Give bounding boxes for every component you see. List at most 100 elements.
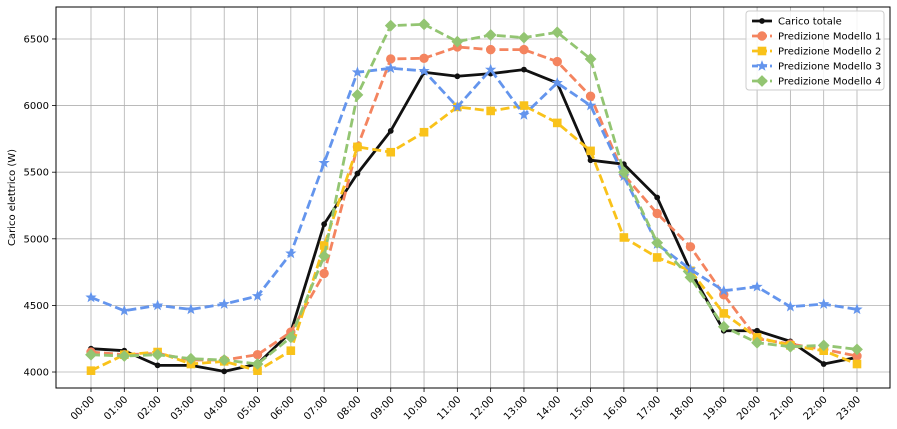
data-point <box>652 208 662 219</box>
data-point <box>419 53 429 63</box>
data-point <box>651 236 664 249</box>
series-line <box>90 45 858 362</box>
data-point <box>818 298 830 309</box>
data-point <box>118 304 130 316</box>
y-tick-label: 6500 <box>24 34 49 45</box>
data-point <box>518 108 530 120</box>
series-layer <box>85 18 863 375</box>
data-point <box>817 339 830 352</box>
data-point <box>754 327 760 334</box>
data-point <box>351 66 364 78</box>
data-point <box>584 99 597 111</box>
data-point <box>151 299 164 311</box>
data-point <box>684 263 697 275</box>
y-axis: 4000 4500 5000 5500 6000 6500 <box>24 34 56 379</box>
legend-marker <box>757 31 767 41</box>
data-point <box>385 62 397 74</box>
data-point <box>717 320 730 333</box>
data-point <box>319 268 329 279</box>
data-point <box>451 100 463 112</box>
data-point <box>852 359 862 369</box>
series-line <box>90 68 858 373</box>
legend-marker <box>757 46 767 56</box>
data-point <box>151 348 164 361</box>
y-tick-label: 5000 <box>24 234 49 245</box>
series-4 <box>85 62 863 316</box>
data-point <box>820 361 827 367</box>
series-5 <box>85 18 863 370</box>
data-point <box>851 303 863 315</box>
data-point <box>384 19 397 32</box>
data-point <box>218 354 231 366</box>
data-point <box>251 290 264 301</box>
data-point <box>386 147 396 157</box>
legend-marker <box>759 18 765 24</box>
data-point <box>519 44 529 55</box>
y-tick-label: 4000 <box>24 368 49 379</box>
data-point <box>518 31 530 44</box>
series-line <box>90 104 858 373</box>
y-tick-label: 6000 <box>24 101 49 112</box>
data-point <box>586 146 595 156</box>
data-point <box>485 44 496 55</box>
legend-label: Carico totale <box>778 17 842 28</box>
data-point <box>551 26 564 39</box>
data-point <box>719 309 729 318</box>
data-point <box>617 166 630 179</box>
data-point <box>486 106 495 116</box>
data-point <box>619 233 629 242</box>
data-point <box>354 170 361 177</box>
data-point <box>318 156 330 168</box>
data-point <box>252 349 263 360</box>
data-point <box>86 366 96 375</box>
legend-label: Predizione Modello 3 <box>778 62 881 73</box>
data-point <box>784 340 797 353</box>
data-point <box>286 346 296 355</box>
data-point <box>718 284 730 296</box>
data-point <box>685 242 696 252</box>
data-point <box>484 29 497 41</box>
data-point <box>521 66 527 73</box>
plot-area-frame <box>55 6 891 389</box>
y-tick-label: 4500 <box>24 301 49 312</box>
data-point <box>285 247 297 259</box>
data-point <box>451 35 464 48</box>
data-point <box>185 352 197 365</box>
data-point <box>85 348 97 361</box>
series-line <box>90 66 858 313</box>
data-point <box>221 368 228 375</box>
legend-item: Predizione Modello 4 <box>752 75 881 88</box>
data-point <box>751 280 763 292</box>
data-point <box>654 194 661 201</box>
data-point <box>587 157 594 164</box>
data-point <box>386 54 396 64</box>
data-point <box>284 331 297 344</box>
legend-label: Predizione Modello 4 <box>778 77 881 88</box>
data-point <box>353 142 362 152</box>
data-point <box>351 89 364 101</box>
legend-marker <box>756 75 768 87</box>
legend-item: Predizione Modello 2 <box>752 47 881 58</box>
data-point <box>552 118 562 128</box>
data-point <box>851 343 863 356</box>
data-point <box>652 253 662 262</box>
data-point <box>454 73 461 80</box>
data-point <box>154 362 161 369</box>
legend-box <box>745 10 885 91</box>
data-point <box>784 300 797 312</box>
data-point <box>318 250 331 263</box>
data-point <box>387 127 394 134</box>
data-point <box>251 358 264 370</box>
series-line <box>90 22 858 366</box>
data-point <box>321 221 328 228</box>
data-point <box>485 63 497 75</box>
data-point <box>418 65 430 76</box>
data-point <box>585 91 596 101</box>
legend-marker <box>756 60 768 71</box>
data-point <box>118 350 131 362</box>
legend-label: Predizione Modello 2 <box>778 47 881 58</box>
data-point <box>584 53 597 65</box>
y-tick-label: 5500 <box>24 168 49 179</box>
y-axis-label: Carico elettrico (W) <box>7 149 18 246</box>
